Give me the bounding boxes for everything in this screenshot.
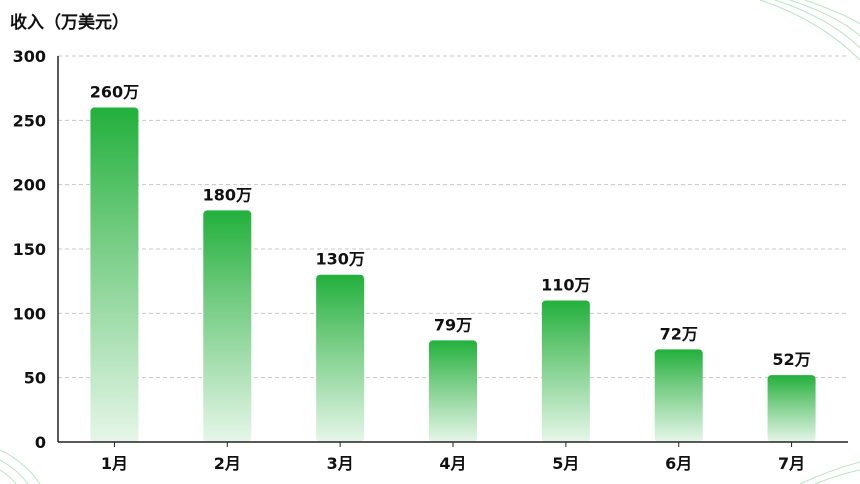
bar-1月 <box>90 107 139 442</box>
data-label: 79万 <box>434 315 472 334</box>
bar-3月 <box>316 274 365 442</box>
corner-decoration-bottom-right <box>799 461 860 484</box>
y-tick-label: 200 <box>13 176 46 195</box>
corner-decoration-top-right <box>759 0 860 61</box>
y-tick-label: 300 <box>13 47 46 66</box>
data-label: 180万 <box>203 185 252 204</box>
data-label: 260万 <box>90 82 139 101</box>
data-label: 72万 <box>660 324 698 343</box>
x-tick-label: 3月 <box>327 454 354 473</box>
y-tick-label: 100 <box>13 304 46 323</box>
data-label: 110万 <box>541 275 590 294</box>
bar-5月 <box>541 300 590 442</box>
x-tick-label: 6月 <box>665 454 692 473</box>
y-tick-label: 50 <box>24 369 46 388</box>
x-tick-label: 2月 <box>214 454 241 473</box>
bar-7月 <box>767 375 816 442</box>
y-tick-label: 150 <box>13 240 46 259</box>
y-tick-label: 250 <box>13 111 46 130</box>
x-tick-label: 4月 <box>439 454 466 473</box>
bar-4月 <box>429 340 477 442</box>
x-tick-label: 7月 <box>778 454 805 473</box>
bar-6月 <box>654 349 703 442</box>
y-tick-label: 0 <box>35 433 46 452</box>
bar-2月 <box>203 210 252 442</box>
x-tick-label: 5月 <box>552 454 579 473</box>
x-tick-label: 1月 <box>101 454 128 473</box>
data-label: 52万 <box>772 350 810 369</box>
data-label: 130万 <box>315 250 364 269</box>
corner-decoration-bottom-left <box>0 449 41 484</box>
y-axis-title: 收入（万美元） <box>10 13 129 33</box>
